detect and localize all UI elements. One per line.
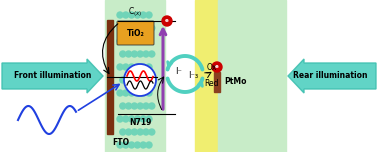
Circle shape [120,129,126,135]
Circle shape [135,38,140,44]
FancyArrow shape [288,59,376,93]
Circle shape [123,38,129,44]
Text: I⁻₃: I⁻₃ [188,71,198,81]
Circle shape [149,25,155,31]
Circle shape [137,129,143,135]
Circle shape [123,142,129,148]
Circle shape [132,129,137,135]
Text: Rear illumination: Rear illumination [293,71,367,81]
Circle shape [129,64,135,70]
Circle shape [149,103,155,109]
Circle shape [120,77,126,83]
Circle shape [132,51,137,57]
Circle shape [146,38,152,44]
Text: C$_{(x)}$: C$_{(x)}$ [129,5,143,19]
Circle shape [123,116,129,122]
Bar [107,20,113,134]
Circle shape [140,38,146,44]
Circle shape [212,62,222,72]
Circle shape [143,129,149,135]
Circle shape [124,64,156,96]
Text: TiO₂: TiO₂ [127,29,144,38]
Circle shape [117,116,123,122]
Circle shape [143,103,149,109]
Circle shape [143,77,149,83]
Polygon shape [218,0,286,152]
Circle shape [149,51,155,57]
FancyBboxPatch shape [117,21,154,45]
Circle shape [132,77,137,83]
Circle shape [137,103,143,109]
Text: PtMo: PtMo [224,78,246,86]
Circle shape [137,77,143,83]
Circle shape [125,25,132,31]
Circle shape [132,25,137,31]
Circle shape [120,51,126,57]
Circle shape [146,116,152,122]
Circle shape [117,12,123,18]
Circle shape [135,142,140,148]
Circle shape [125,51,132,57]
Circle shape [135,116,140,122]
Circle shape [135,64,140,70]
Circle shape [137,25,143,31]
Circle shape [162,16,172,26]
Circle shape [135,12,140,18]
Circle shape [140,12,146,18]
FancyArrow shape [2,59,103,93]
Circle shape [140,90,146,96]
Circle shape [135,90,140,96]
Text: Front illumination: Front illumination [14,71,91,81]
Circle shape [140,142,146,148]
Circle shape [123,64,129,70]
Circle shape [143,25,149,31]
Circle shape [123,12,129,18]
Circle shape [120,103,126,109]
Circle shape [140,116,146,122]
Circle shape [146,142,152,148]
Bar [214,72,220,92]
Text: e: e [215,64,219,69]
Text: Red: Red [204,78,218,88]
Circle shape [125,103,132,109]
Circle shape [140,64,146,70]
Polygon shape [195,0,221,152]
Circle shape [129,116,135,122]
Circle shape [125,129,132,135]
Circle shape [143,51,149,57]
Text: I⁻: I⁻ [175,67,183,76]
Circle shape [117,142,123,148]
Circle shape [137,51,143,57]
Circle shape [132,103,137,109]
Text: e: e [165,19,169,24]
Circle shape [129,90,135,96]
Circle shape [149,129,155,135]
Text: FTO: FTO [112,138,130,147]
Circle shape [129,12,135,18]
Circle shape [120,25,126,31]
Text: Ox: Ox [207,64,217,73]
Circle shape [125,77,132,83]
Circle shape [117,90,123,96]
Circle shape [117,38,123,44]
Circle shape [146,90,152,96]
Text: N719: N719 [129,118,152,127]
Circle shape [129,142,135,148]
Circle shape [117,64,123,70]
Circle shape [149,77,155,83]
Circle shape [129,38,135,44]
Circle shape [146,12,152,18]
Circle shape [146,64,152,70]
Circle shape [123,90,129,96]
Polygon shape [105,0,165,152]
